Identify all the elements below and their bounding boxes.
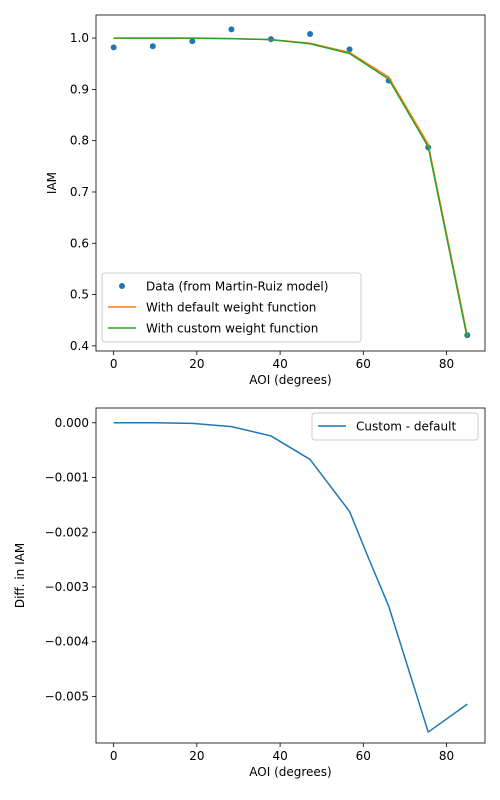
data-point bbox=[189, 38, 196, 45]
x-tick-label: 0 bbox=[110, 357, 118, 371]
series-line bbox=[113, 37, 469, 339]
x-axis-label: AOI (degrees) bbox=[249, 765, 331, 779]
y-tick-label: 0.000 bbox=[55, 416, 89, 430]
x-tick-label: 80 bbox=[439, 357, 454, 371]
axes-frame bbox=[95, 407, 486, 744]
legend-label: Data (from Martin-Ruiz model) bbox=[146, 280, 328, 294]
legend-label: With custom weight function bbox=[146, 322, 318, 336]
y-tick-label: 0.8 bbox=[70, 134, 89, 148]
diff-chart: 0 20 40 60 80 0.000 −0.001 −0.002 −0.003 −0.004 −0… bbox=[13, 407, 486, 779]
x-tick-label: 20 bbox=[189, 357, 204, 371]
legend-label: Custom - default bbox=[356, 420, 456, 434]
data-point bbox=[110, 44, 117, 51]
legend-label: With default weight function bbox=[146, 301, 316, 315]
y-axis-label: IAM bbox=[45, 172, 59, 194]
series-line bbox=[113, 422, 468, 733]
x-tick-label: 20 bbox=[189, 749, 204, 763]
y-tick-label: 0.5 bbox=[70, 288, 89, 302]
legend-box bbox=[101, 272, 362, 343]
data-point bbox=[149, 43, 156, 50]
y-axis-label: Diff. in IAM bbox=[13, 543, 27, 608]
data-point bbox=[228, 26, 235, 33]
axes-frame bbox=[95, 14, 486, 352]
y-tick-label: −0.001 bbox=[45, 471, 89, 485]
legend-box bbox=[311, 412, 479, 441]
x-tick-label: 40 bbox=[272, 749, 287, 763]
y-tick-label: 0.4 bbox=[70, 339, 89, 353]
iam-chart: 0 20 40 60 80 0.4 0.5 0.6 0.7 0.8 0.9 1.0 AOI (degre… bbox=[45, 14, 486, 387]
y-tick-label: 0.6 bbox=[70, 236, 89, 250]
legend-marker bbox=[119, 283, 125, 289]
x-tick-label: 80 bbox=[439, 749, 454, 763]
y-tick-label: −0.004 bbox=[45, 635, 89, 649]
data-point bbox=[346, 46, 353, 53]
x-tick-label: 60 bbox=[356, 357, 371, 371]
y-tick-label: −0.003 bbox=[45, 580, 89, 594]
y-tick-label: 0.7 bbox=[70, 185, 89, 199]
y-tick-label: −0.002 bbox=[45, 525, 89, 539]
x-tick-label: 40 bbox=[272, 357, 287, 371]
y-tick-label: 1.0 bbox=[70, 31, 89, 45]
x-tick-label: 60 bbox=[356, 749, 371, 763]
y-tick-label: 0.9 bbox=[70, 82, 89, 96]
data-point bbox=[307, 30, 314, 37]
y-tick-label: −0.005 bbox=[45, 689, 89, 703]
x-axis-label: AOI (degrees) bbox=[249, 373, 331, 387]
x-tick-label: 0 bbox=[110, 749, 118, 763]
